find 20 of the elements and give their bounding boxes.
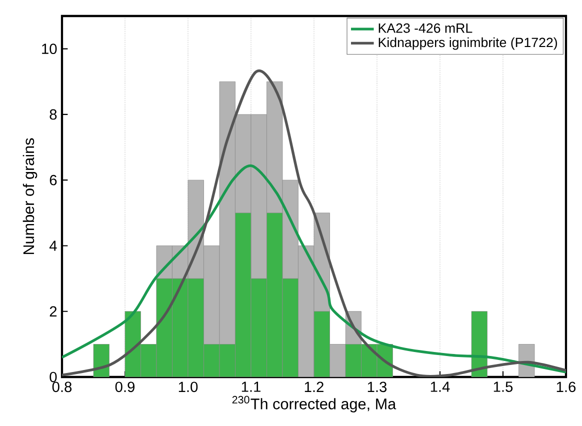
x-tick-label: 0.8 — [52, 382, 72, 392]
x-tick-label: 1.2 — [304, 382, 324, 392]
x-tick-label: 1.0 — [178, 382, 198, 392]
x-tick-label: 1.1 — [242, 382, 260, 392]
y-tick-label: 8 — [50, 109, 57, 120]
legend-label: Kidnappers ignimbrite (P1722) — [378, 37, 557, 50]
x-tick-label: 1.6 — [556, 382, 576, 392]
y-tick-label: 10 — [42, 44, 57, 54]
x-tick-label: 0.9 — [115, 382, 135, 392]
y-tick-label: 2 — [50, 306, 57, 316]
legend-label: KA23 -426 mRL — [378, 23, 472, 33]
x-tick-label: 1.3 — [368, 382, 387, 392]
y-tick-label: 6 — [50, 174, 57, 186]
y-tick-label: 4 — [49, 240, 57, 251]
line-series — [62, 164, 566, 374]
x-tick-label: 1.4 — [430, 382, 450, 392]
x-axis-title: $^{230}$Th corrected age, Ma — [232, 396, 396, 412]
y-tick-label: 0 — [50, 372, 57, 382]
x-tick-label: 1.5 — [494, 382, 513, 392]
y-axis-title: Number of grains — [22, 138, 38, 254]
